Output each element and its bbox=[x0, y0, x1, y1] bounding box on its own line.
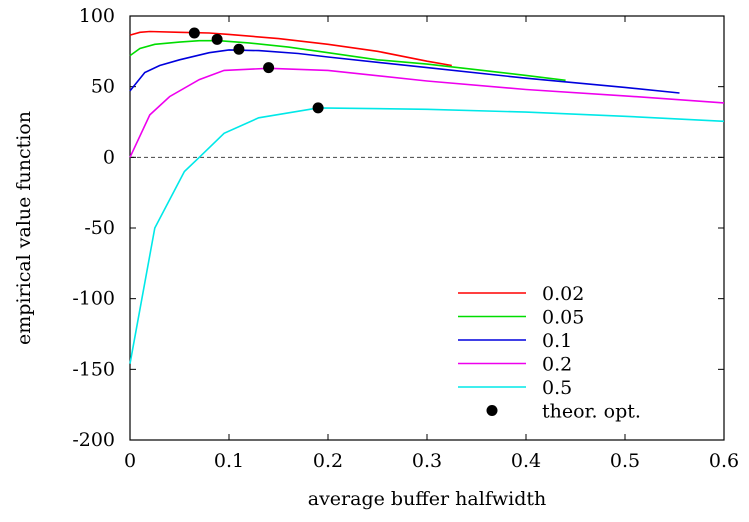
x-tick-label: 0.5 bbox=[610, 450, 640, 472]
optimum-point bbox=[188, 27, 200, 39]
x-tick-label: 0 bbox=[124, 450, 136, 472]
x-tick-label: 0.2 bbox=[313, 450, 343, 472]
y-tick-label: 0 bbox=[103, 146, 115, 168]
plot-area-border bbox=[129, 15, 725, 441]
y-tick-label: -150 bbox=[72, 358, 115, 380]
legend-label: theor. opt. bbox=[542, 401, 641, 423]
series-line-0.05 bbox=[129, 39, 566, 82]
plot-frame bbox=[129, 15, 725, 441]
legend-label: 0.1 bbox=[542, 330, 572, 352]
x-tick-label: 0.3 bbox=[412, 450, 442, 472]
legend-label: 0.5 bbox=[542, 377, 572, 399]
optimum-point bbox=[263, 62, 275, 74]
optimum-point bbox=[233, 43, 245, 55]
y-tick-label: 100 bbox=[79, 5, 115, 27]
x-tick-label: 0.6 bbox=[709, 450, 739, 472]
series-lines bbox=[129, 30, 725, 364]
y-tick-label: -100 bbox=[72, 288, 115, 310]
legend-marker bbox=[486, 405, 498, 416]
y-tick-label: -200 bbox=[72, 429, 115, 451]
series-line-0.1 bbox=[129, 49, 680, 94]
series-line-0.2 bbox=[129, 67, 725, 158]
x-tick-label: 0.1 bbox=[214, 450, 244, 472]
series-line-0.5 bbox=[129, 107, 725, 364]
theoretical-optima-markers bbox=[188, 27, 324, 114]
y-axis-label: empirical value function bbox=[13, 111, 35, 345]
legend-label: 0.05 bbox=[542, 307, 584, 329]
series-line-0.02 bbox=[129, 30, 452, 67]
optimum-point bbox=[312, 102, 324, 114]
legend-label: 0.2 bbox=[542, 354, 572, 376]
x-tick-label: 0.4 bbox=[511, 450, 541, 472]
optimum-point bbox=[211, 33, 223, 45]
x-axis-label: average buffer halfwidth bbox=[308, 488, 546, 510]
y-tick-label: 50 bbox=[91, 76, 115, 98]
y-tick-label: -50 bbox=[84, 217, 115, 239]
legend-label: 0.02 bbox=[542, 283, 584, 305]
